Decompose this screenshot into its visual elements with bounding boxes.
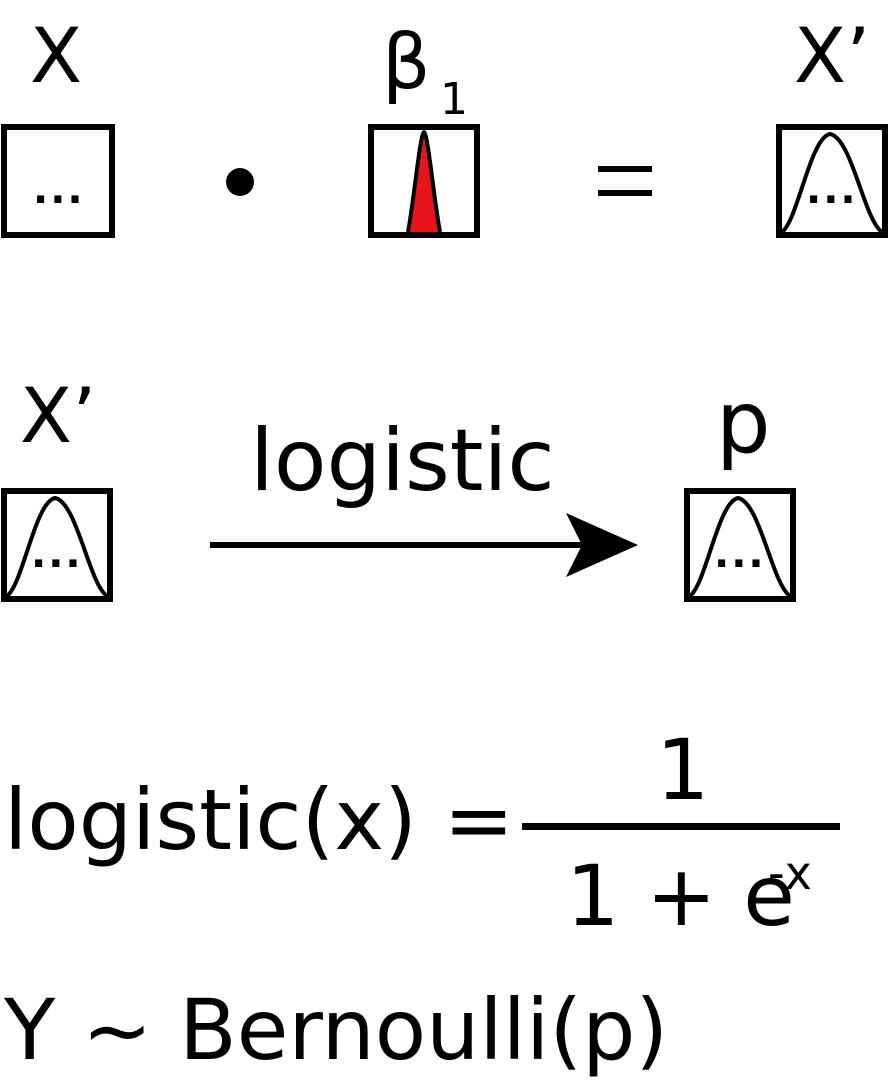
- wide-distribution-curve: [782, 131, 882, 232]
- formula-denominator-base: 1 + e: [566, 847, 795, 945]
- narrow-distribution-curve: [406, 130, 442, 232]
- x-label: X: [30, 11, 83, 100]
- xprime-box-top-ellipsis: ...: [806, 167, 858, 213]
- xprime-box-top: ...: [776, 124, 888, 238]
- dot-product-operator: [226, 168, 254, 196]
- p-label: p: [716, 373, 771, 473]
- wide-distribution-curve: [690, 495, 790, 596]
- xprime-label-middle: X’: [20, 371, 97, 460]
- xprime-box-middle: ...: [1, 488, 113, 602]
- x-box: ...: [1, 124, 115, 238]
- beta-box: [368, 124, 480, 238]
- beta-label: β: [382, 17, 431, 106]
- p-box: ...: [684, 488, 796, 602]
- equals-sign: [598, 166, 652, 198]
- formula-denominator-exponent: -x: [768, 846, 812, 900]
- formula-numerator: 1: [656, 721, 710, 819]
- p-box-ellipsis: ...: [714, 531, 766, 577]
- right-arrow: [210, 513, 638, 577]
- beta-subscript: 1: [440, 74, 468, 125]
- wide-distribution-curve: [7, 495, 107, 596]
- xprime-box-middle-ellipsis: ...: [31, 531, 83, 577]
- x-box-ellipsis: ...: [33, 167, 85, 213]
- formula-lhs: logistic(x) =: [4, 771, 514, 869]
- arrow-label: logistic: [250, 411, 555, 511]
- xprime-label-top: X’: [794, 11, 871, 100]
- fraction-bar: [522, 823, 840, 830]
- distribution-statement: Y ~ Bernoulli(p): [4, 981, 669, 1079]
